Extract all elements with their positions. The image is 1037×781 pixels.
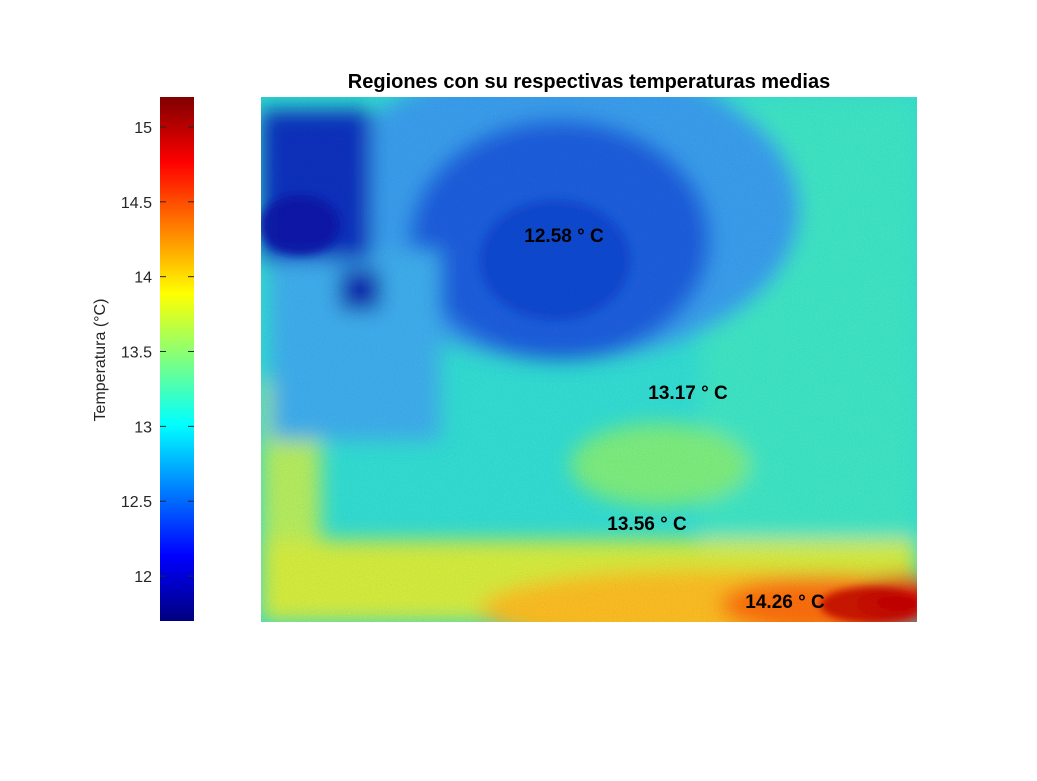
colorbar-tick-label: 12 (134, 569, 152, 586)
region-temperature-label: 14.26 ° C (745, 592, 825, 613)
region-labels: 12.58 ° C 13.17 ° C 13.56 ° C 14.26 ° C (524, 226, 825, 613)
region-temperature-label: 12.58 ° C (524, 226, 604, 247)
colorbar-tick-label: 15 (134, 120, 152, 137)
heatmap-image (261, 97, 917, 622)
colorbar (160, 97, 194, 621)
colorbar-tick-label: 12.5 (121, 494, 152, 511)
colorbar-tick-label: 13.5 (121, 345, 152, 362)
colorbar-tick-label: 14.5 (121, 195, 152, 212)
colorbar-tick-label: 13 (134, 419, 152, 436)
region-temperature-label: 13.17 ° C (648, 383, 728, 404)
chart-title: Regiones con su respectivas temperaturas… (348, 71, 830, 93)
colorbar-ticks: 12 12.5 13 13.5 14 14.5 15 (121, 120, 194, 586)
colorbar-tick-label: 14 (134, 270, 152, 287)
colorbar-label: Temperatura (°C) (92, 299, 109, 422)
region-temperature-label: 13.56 ° C (607, 514, 687, 535)
